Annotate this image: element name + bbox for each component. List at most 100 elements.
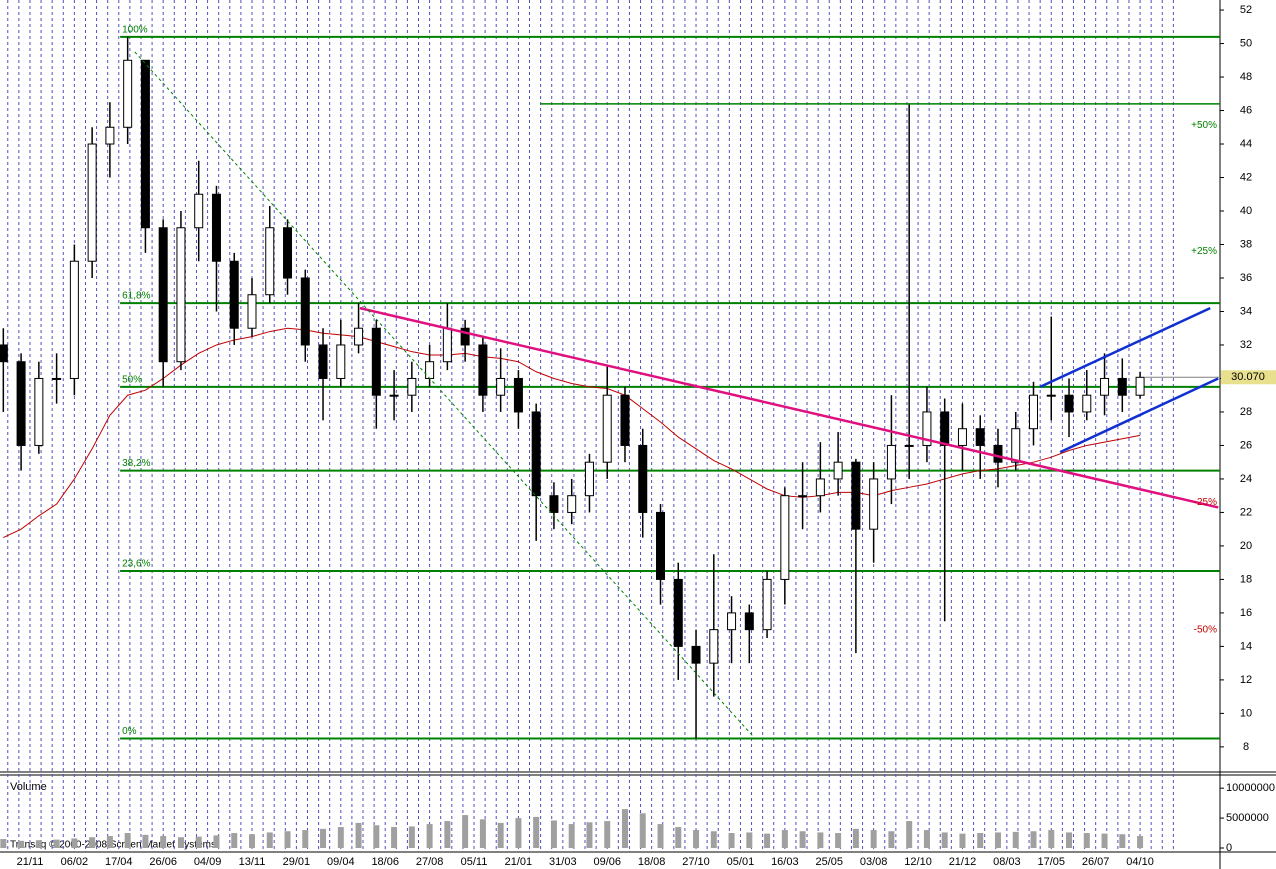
x-tick-label: 03/08 xyxy=(860,856,888,868)
y-tick-label: 18 xyxy=(1240,573,1252,585)
candle-body xyxy=(833,461,843,480)
level-label: 50% xyxy=(122,374,142,385)
y-tick-label: 20 xyxy=(1240,540,1252,552)
annotation: +50% xyxy=(1191,120,1217,131)
candle-body xyxy=(567,495,577,513)
volume-bar xyxy=(977,833,984,848)
volume-bar xyxy=(835,833,842,848)
candle-body xyxy=(1082,394,1092,413)
candle-body xyxy=(656,511,666,580)
y-tick-label: 8 xyxy=(1243,741,1249,753)
y-tick-label: 10 xyxy=(1240,707,1252,719)
x-tick-label: 06/02 xyxy=(61,856,89,868)
volume-bar xyxy=(1083,833,1090,848)
volume-bar xyxy=(462,815,469,848)
candle-body xyxy=(442,327,452,363)
x-tick-label: 05/11 xyxy=(461,856,488,868)
volume-bar xyxy=(195,836,202,848)
volume-bar xyxy=(320,828,327,848)
volume-bar xyxy=(497,822,504,848)
volume-bar xyxy=(373,825,380,848)
y-tick-label: 28 xyxy=(1240,406,1252,418)
volume-title: Volume xyxy=(10,781,47,793)
y-tick-label: 38 xyxy=(1240,238,1252,250)
candle-body xyxy=(620,394,630,446)
volume-bar xyxy=(693,830,700,848)
volume-bar xyxy=(106,836,113,848)
volume-bar xyxy=(906,821,913,848)
volume-bar xyxy=(639,813,646,848)
volume-bar xyxy=(657,824,664,848)
y-tick-label: 14 xyxy=(1240,640,1252,652)
x-tick-label: 12/10 xyxy=(904,856,932,868)
y-tick-label: 40 xyxy=(1240,205,1252,217)
volume-bar xyxy=(550,820,557,848)
y-tick-label: 36 xyxy=(1240,272,1252,284)
x-tick-label: 31/03 xyxy=(549,856,577,868)
x-tick-label: 13/11 xyxy=(239,856,266,868)
candle-body xyxy=(371,327,381,396)
volume-bar xyxy=(533,816,540,848)
x-tick-label: 18/08 xyxy=(638,856,666,868)
volume-bar xyxy=(18,840,25,848)
candle-body xyxy=(283,227,293,279)
y-tick-label: 46 xyxy=(1240,104,1252,116)
candle-body xyxy=(478,344,488,396)
candle-body xyxy=(211,193,221,262)
candle-body xyxy=(584,461,594,497)
volume-bar xyxy=(355,822,362,848)
volume-bar xyxy=(142,834,149,848)
candle-body xyxy=(52,377,62,380)
annotation: -50% xyxy=(1194,624,1217,635)
candle-body xyxy=(69,260,79,379)
volume-tick-label: 5000000 xyxy=(1226,812,1269,824)
y-tick-label: 24 xyxy=(1240,473,1252,485)
last-price-label: 30.070 xyxy=(1231,371,1265,383)
candle-body xyxy=(194,193,204,229)
candle-body xyxy=(1029,394,1039,430)
candle-body xyxy=(87,143,97,262)
volume-bar xyxy=(1137,836,1144,848)
x-tick-label: 27/08 xyxy=(416,856,444,868)
volume-bar xyxy=(941,832,948,848)
candle-body xyxy=(1135,376,1145,396)
candle-body xyxy=(1064,394,1074,413)
candle-body xyxy=(34,377,44,446)
x-tick-label: 09/04 xyxy=(327,856,355,868)
candle-body xyxy=(691,645,701,664)
x-tick-label: 21/01 xyxy=(505,856,533,868)
x-tick-label: 21/12 xyxy=(949,856,977,868)
volume-bar xyxy=(89,837,96,848)
x-tick-label: 16/03 xyxy=(771,856,799,868)
volume-bar xyxy=(71,838,78,848)
volume-bar xyxy=(870,830,877,848)
volume-bar xyxy=(284,831,291,848)
volume-bar xyxy=(710,831,717,848)
candle-body xyxy=(123,59,133,128)
candle-body xyxy=(1100,377,1110,396)
candle-body xyxy=(300,277,310,346)
volume-bar xyxy=(746,832,753,848)
x-tick-label: 17/05 xyxy=(1037,856,1065,868)
candle-body xyxy=(993,444,1003,463)
y-tick-label: 32 xyxy=(1240,339,1252,351)
volume-bar xyxy=(1101,833,1108,848)
candle-body xyxy=(105,126,115,145)
volume-bar xyxy=(337,827,344,848)
level-label: 100% xyxy=(122,24,148,35)
volume-bar xyxy=(781,830,788,848)
volume-bar xyxy=(408,826,415,848)
volume-bar xyxy=(160,836,167,848)
volume-bar xyxy=(728,833,735,848)
x-tick-label: 21/11 xyxy=(17,856,44,868)
candle-body xyxy=(549,495,559,513)
candle-body xyxy=(904,444,914,447)
volume-tick-label: 0 xyxy=(1226,842,1232,854)
candle-body xyxy=(638,444,648,513)
candle-body xyxy=(922,411,932,446)
candle-body xyxy=(496,377,506,396)
volume-bar xyxy=(1012,831,1019,848)
candle-body xyxy=(140,59,150,229)
volume-bar xyxy=(248,834,255,848)
